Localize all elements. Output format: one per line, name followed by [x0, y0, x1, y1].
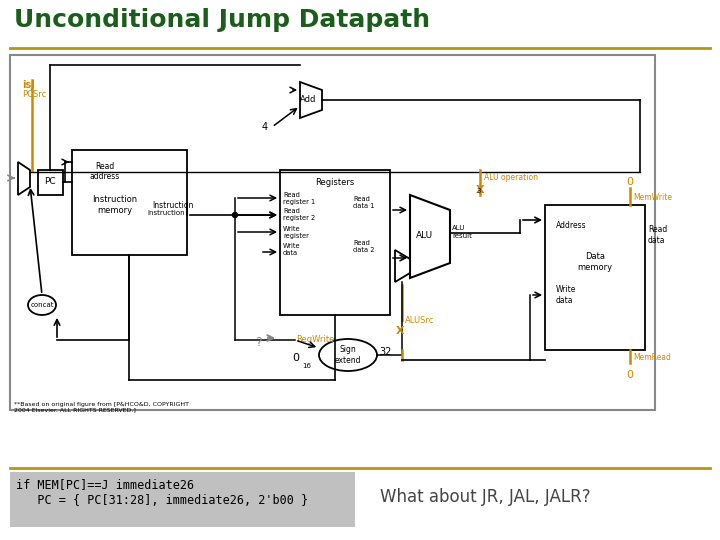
Polygon shape: [395, 250, 410, 282]
Text: Read
data 1: Read data 1: [353, 196, 374, 209]
Text: Write
register: Write register: [283, 226, 309, 239]
Text: 0: 0: [626, 370, 634, 380]
Text: ALU
result: ALU result: [452, 226, 472, 239]
Text: RegWrite: RegWrite: [296, 335, 334, 345]
Text: Read
register 1: Read register 1: [283, 192, 315, 205]
Text: 4: 4: [262, 122, 268, 132]
Text: Instruction: Instruction: [152, 200, 194, 210]
Text: 16: 16: [302, 363, 311, 369]
Text: concat: concat: [30, 302, 54, 308]
Text: Write
data: Write data: [556, 285, 577, 305]
Polygon shape: [410, 195, 450, 278]
Text: ALUSrc: ALUSrc: [405, 316, 434, 325]
Text: Read
address: Read address: [90, 162, 120, 181]
Text: Write
data: Write data: [283, 243, 301, 256]
Text: Read
register 2: Read register 2: [283, 208, 315, 221]
Text: Registers: Registers: [315, 178, 355, 187]
Bar: [280, 170, 390, 315]
Bar: [38, 170, 63, 195]
Polygon shape: [18, 162, 30, 195]
Text: PCSrc: PCSrc: [22, 90, 46, 99]
Text: ALU: ALU: [415, 231, 433, 240]
Text: Add: Add: [300, 96, 316, 105]
Text: Address: Address: [556, 220, 587, 230]
Text: MemWrite: MemWrite: [633, 193, 672, 202]
Bar: [10, 55, 655, 410]
Bar: [545, 205, 645, 350]
Bar: [72, 150, 187, 255]
Text: ALU operation: ALU operation: [484, 173, 538, 183]
Text: 0: 0: [626, 177, 634, 187]
Text: Sign
extend: Sign extend: [335, 345, 361, 364]
Text: isJ: isJ: [22, 80, 35, 90]
Text: PC = { PC[31:28], immediate26, 2'b00 }: PC = { PC[31:28], immediate26, 2'b00 }: [16, 494, 308, 507]
Text: Read
data: Read data: [648, 225, 667, 245]
Polygon shape: [300, 82, 322, 118]
Text: What about JR, JAL, JALR?: What about JR, JAL, JALR?: [380, 488, 590, 506]
Circle shape: [233, 213, 238, 218]
Text: Read
data 2: Read data 2: [353, 240, 374, 253]
Text: 0: 0: [292, 353, 300, 363]
Text: if MEM[PC]==J immediate26: if MEM[PC]==J immediate26: [16, 478, 194, 491]
Text: X: X: [396, 326, 405, 336]
Text: Unconditional Jump Datapath: Unconditional Jump Datapath: [14, 8, 430, 32]
Text: X: X: [476, 185, 485, 195]
Text: ?: ?: [255, 335, 261, 348]
Bar: [10, 472, 355, 527]
Text: MemRead: MemRead: [633, 354, 671, 362]
Ellipse shape: [319, 339, 377, 371]
Text: 32: 32: [379, 347, 391, 357]
Text: Instruction: Instruction: [148, 210, 185, 216]
Text: Data
memory: Data memory: [577, 252, 613, 272]
Ellipse shape: [28, 295, 56, 315]
Text: **Based on original figure from [P&HCO&D, COPYRIGHT
2004 Elsevier. ALL RIGHTS RE: **Based on original figure from [P&HCO&D…: [14, 402, 189, 413]
Text: Instruction
memory: Instruction memory: [92, 195, 138, 215]
Text: 3: 3: [476, 188, 480, 194]
Text: PC: PC: [44, 178, 56, 186]
